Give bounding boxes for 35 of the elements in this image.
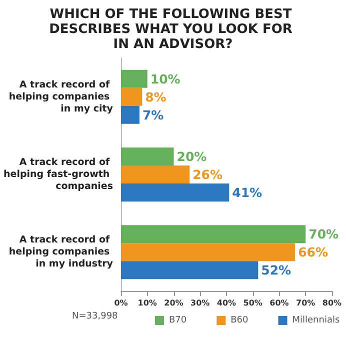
bar [121,243,296,262]
x-tick-label: 10% [138,298,157,308]
x-tick-label: 70% [296,298,316,308]
bar [121,70,148,88]
x-tick-label: 80% [322,298,342,308]
data-label: 8% [145,89,167,104]
data-label: 66% [298,244,328,260]
bar [121,225,306,244]
x-tick-label: 30% [190,298,210,308]
data-label: 20% [176,149,208,164]
bar [121,88,142,106]
legend-label: B70 [169,316,187,326]
bar [121,184,230,202]
x-tick-label: 20% [164,298,184,308]
x-tick-label: 50% [243,298,262,308]
bar [121,106,140,124]
data-label: 10% [150,71,181,86]
data-label: 7% [142,107,164,122]
x-tick-label: 0% [114,298,128,308]
data-label: 41% [232,185,263,200]
data-label: 70% [308,226,340,242]
y-tick-label: A track record of helping companies in my city [8,79,114,114]
legend-label: Millennials [292,316,340,326]
x-tick-label: 60% [270,298,289,308]
text: N=33,998 [72,312,118,322]
bar [121,148,174,166]
y-tick-label: A track record of helping companies in my industry [8,234,114,270]
chart-title: WHICH OF THE FOLLOWING BEST DESCRIBES WHAT YOU LOOK FOR IN AN ADVISOR? [49,7,297,52]
y-tick-label: A track record of helping fast-growth companies [4,157,114,192]
data-label: 26% [192,167,223,182]
legend-label: B60 [230,316,249,326]
x-tick-label: 40% [216,298,236,308]
bar [121,261,258,280]
data-label: 52% [261,262,292,278]
bar [121,166,190,184]
